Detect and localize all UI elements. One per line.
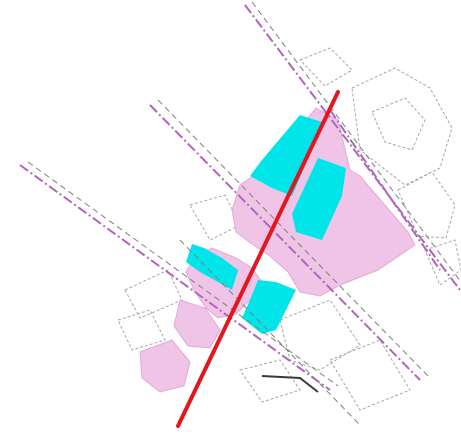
- red-section-line: [176, 90, 340, 428]
- cyan-zone-north: [250, 115, 322, 196]
- purple-road-lines: [19, 4, 461, 391]
- building-outlines-northeast: [299, 47, 461, 286]
- cyan-zone-east: [292, 158, 346, 240]
- building-outline: [424, 239, 461, 286]
- road-edge-1: [27, 161, 339, 387]
- road-edge-4: [179, 239, 361, 426]
- road-stub-curve: [261, 375, 319, 393]
- building-outlines-southwest: [117, 194, 411, 411]
- cyan-zone-west: [186, 244, 238, 290]
- cyan-zones: [186, 115, 346, 334]
- building-outline: [371, 97, 426, 151]
- building-outline: [397, 171, 456, 239]
- building-outline: [329, 339, 411, 411]
- road-edge-3: [251, 1, 461, 283]
- building-outline: [189, 194, 241, 241]
- building-outline: [299, 47, 353, 87]
- road-line-4: [329, 109, 441, 271]
- road-stub: [261, 375, 319, 393]
- building-outline: [351, 67, 453, 186]
- cyan-zone-south: [242, 280, 296, 334]
- pink-zone-lower: [173, 299, 221, 349]
- building-outline: [279, 299, 361, 371]
- pink-zone-southwest: [139, 339, 191, 393]
- road-line-1: [19, 164, 331, 391]
- road-line-3: [244, 4, 461, 291]
- building-outline: [117, 309, 166, 351]
- building-outline: [239, 359, 301, 403]
- gray-road-lines: [27, 1, 461, 426]
- building-outline: [124, 269, 183, 319]
- road-edge-2: [157, 99, 429, 377]
